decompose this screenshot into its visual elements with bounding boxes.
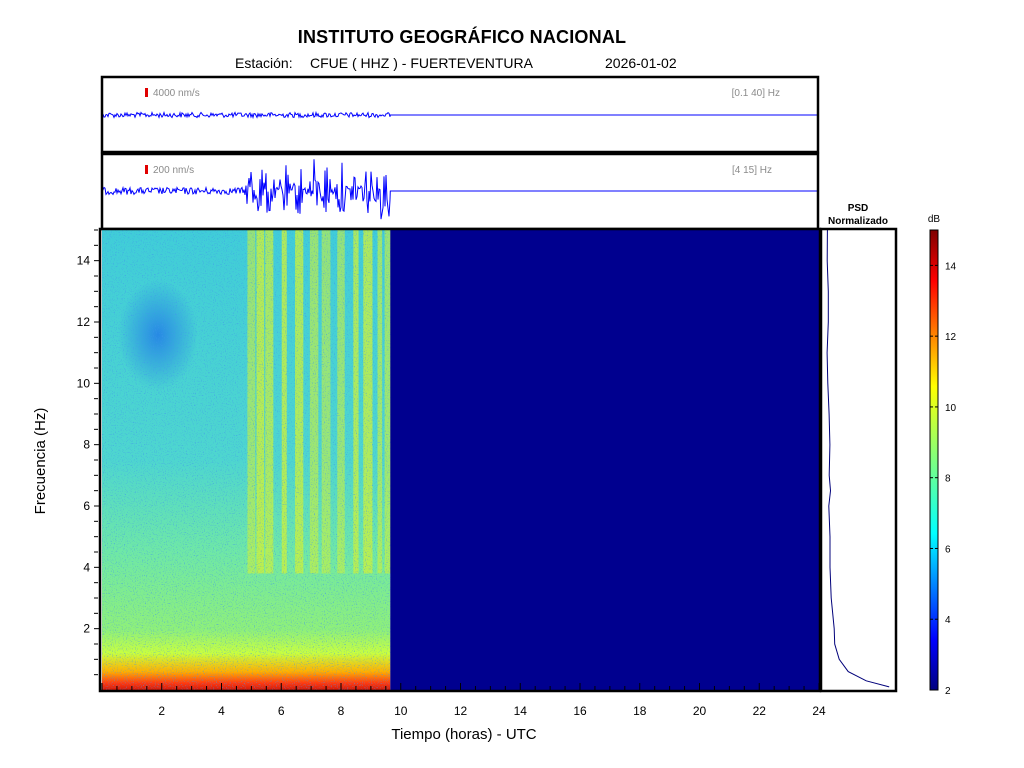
scale-marker xyxy=(145,88,148,97)
x-tick-label: 24 xyxy=(812,704,826,718)
y-tick-label: 8 xyxy=(83,438,90,452)
trace-broadband-scale: 4000 nm/s xyxy=(153,88,200,99)
x-tick-label: 4 xyxy=(218,704,225,718)
y-tick-label: 2 xyxy=(83,622,90,636)
y-tick-label: 12 xyxy=(77,315,91,329)
x-tick-label: 18 xyxy=(633,704,647,718)
colorbar-tick-label: 2 xyxy=(945,686,951,697)
trace-filtered-line xyxy=(102,159,819,220)
trace-broadband-band: [0.1 40] Hz xyxy=(732,88,780,99)
colorbar-tick-label: 4 xyxy=(945,615,951,626)
y-axis-label: Frecuencia (Hz) xyxy=(32,408,49,515)
y-tick-label: 6 xyxy=(83,499,90,513)
x-tick-label: 14 xyxy=(514,704,528,718)
colorbar-label: dB xyxy=(928,214,941,225)
colorbar-tick-label: 12 xyxy=(945,332,957,343)
trace-filtered-band: [4 15] Hz xyxy=(732,165,772,176)
psd-subtitle: Normalizado xyxy=(828,216,888,227)
x-tick-label: 10 xyxy=(394,704,408,718)
date-label: 2026-01-02 xyxy=(605,55,677,71)
x-tick-label: 8 xyxy=(338,704,345,718)
psd-title: PSD xyxy=(848,203,869,214)
scale-marker xyxy=(145,165,148,174)
y-tick-label: 14 xyxy=(77,254,91,268)
colorbar-frame xyxy=(929,229,939,691)
colorbar xyxy=(930,230,938,690)
x-tick-label: 16 xyxy=(573,704,587,718)
y-tick-label: 10 xyxy=(77,376,91,390)
trace-broadband-frame xyxy=(100,75,820,154)
station-name: CFUE ( HHZ ) - FUERTEVENTURA xyxy=(310,55,533,71)
x-tick-label: 6 xyxy=(278,704,285,718)
spectrogram-image xyxy=(102,230,819,690)
colorbar-tick-label: 8 xyxy=(945,474,951,485)
x-tick-label: 2 xyxy=(158,704,165,718)
colorbar-tick-label: 14 xyxy=(945,261,957,272)
colorbar-tick-label: 10 xyxy=(945,403,957,414)
station-label: Estación: xyxy=(235,55,293,71)
psd-line xyxy=(826,229,890,688)
x-tick-label: 20 xyxy=(693,704,707,718)
y-tick-label: 4 xyxy=(83,560,90,574)
figure-title: INSTITUTO GEOGRÁFICO NACIONAL xyxy=(297,27,627,47)
trace-filtered-scale: 200 nm/s xyxy=(153,165,194,176)
x-tick-label: 22 xyxy=(753,704,767,718)
x-tick-label: 12 xyxy=(454,704,468,718)
x-axis-label: Tiempo (horas) - UTC xyxy=(391,726,536,743)
colorbar-tick-label: 6 xyxy=(945,544,951,555)
colorbar-ticks: 2 4 6 8 10 12 14 xyxy=(930,261,957,697)
trace-broadband-line xyxy=(102,110,819,120)
psd-frame xyxy=(819,227,898,693)
